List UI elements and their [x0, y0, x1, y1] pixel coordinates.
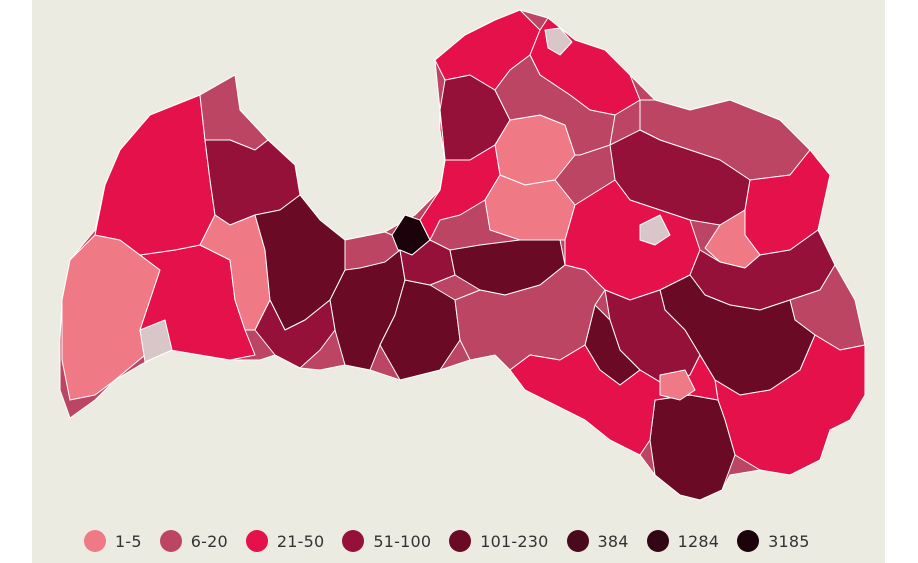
legend-label-5: 101-230 — [480, 531, 549, 551]
legend-label-7: 1284 — [677, 531, 720, 551]
region-northwest — [94, 94, 216, 256]
region-aizkraukle — [454, 264, 606, 371]
region-cesis — [484, 174, 576, 241]
region-augsdaugava — [649, 394, 736, 501]
legend-swatch-6 — [566, 530, 589, 552]
legend: 1-5 6-20 21-50 51-100 101-230 384 1284 3… — [84, 528, 828, 554]
region-jurmala — [344, 231, 401, 271]
legend-item-8: 3185 — [737, 530, 810, 552]
legend-item-5: 101-230 — [449, 530, 548, 552]
legend-label-3: 21-50 — [276, 531, 325, 551]
legend-label-1: 1-5 — [115, 531, 142, 551]
legend-label-4: 51-100 — [373, 531, 432, 551]
legend-label-8: 3185 — [768, 531, 810, 551]
region-north-kurzeme — [199, 74, 269, 151]
legend-item-2: 6-20 — [159, 530, 228, 552]
legend-label-6: 384 — [597, 531, 629, 551]
legend-label-2: 6-20 — [190, 531, 228, 551]
legend-swatch-7 — [646, 530, 669, 552]
region-highlight-small — [659, 369, 696, 401]
legend-item-3: 21-50 — [245, 530, 325, 552]
legend-item-1: 1-5 — [84, 530, 142, 552]
region-smiltene — [494, 54, 616, 156]
legend-swatch-4 — [342, 530, 365, 552]
region-saulkrasti — [439, 109, 446, 191]
legend-item-4: 51-100 — [342, 530, 431, 552]
region-nodata-east — [639, 214, 671, 246]
region-dobele — [254, 299, 336, 369]
legend-swatch-2 — [159, 530, 182, 552]
region-nodata-west — [139, 319, 173, 363]
region-jekabpils — [509, 344, 719, 456]
legend-item-7: 1284 — [646, 530, 720, 552]
legend-swatch-8 — [737, 530, 760, 552]
legend-swatch-1 — [84, 530, 106, 552]
legend-item-6: 384 — [566, 530, 629, 552]
legend-swatch-3 — [245, 530, 268, 552]
legend-swatch-5 — [449, 530, 472, 552]
region-nodata-north — [544, 27, 573, 56]
